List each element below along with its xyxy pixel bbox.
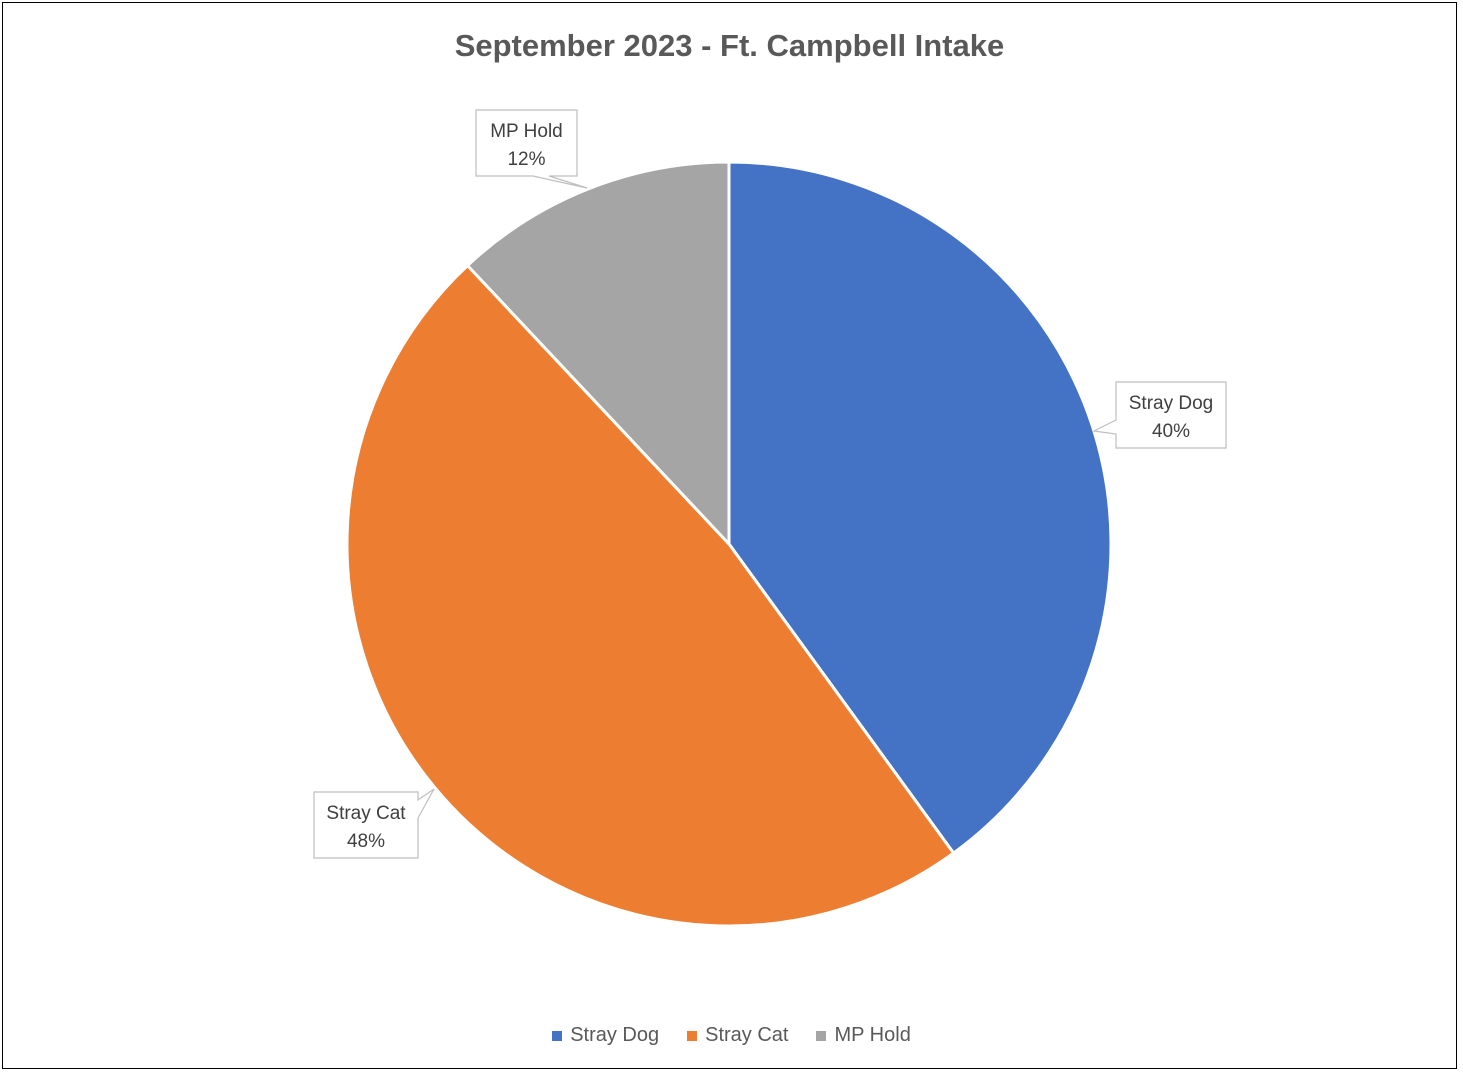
chart-legend: Stray Dog Stray Cat MP Hold [0,1024,1463,1047]
legend-item-mp-hold: MP Hold [816,1024,911,1047]
callout-percent: 40% [1152,421,1190,442]
legend-label: Stray Cat [705,1024,789,1046]
callout-category: Stray Dog [1129,393,1213,414]
legend-item-stray-dog: Stray Dog [552,1024,659,1047]
pie-slice-stray-dog [727,160,1113,855]
pie-slices [345,160,1113,928]
data-label-stray-dog: Stray Dog 40% [1091,381,1227,449]
callout-category: MP Hold [490,121,563,142]
callout-percent: 12% [507,149,545,170]
callout-box [475,109,588,189]
callout-box [313,788,435,859]
legend-label: MP Hold [834,1024,911,1046]
callout-box [1091,381,1227,449]
legend-label: Stray Dog [570,1024,660,1046]
pie-callouts: Stray Dog 40% Stray Cat 48% MP Hold 12% [313,109,1227,859]
data-label-stray-cat: Stray Cat 48% [313,788,435,859]
legend-item-stray-cat: Stray Cat [687,1024,788,1047]
pie-slice-stray-cat [345,264,956,928]
pie-slice-mp-hold [466,160,731,546]
legend-swatch [552,1030,563,1041]
callout-category: Stray Cat [326,803,406,824]
legend-swatch [687,1030,698,1041]
data-label-mp-hold: MP Hold 12% [475,109,588,189]
chart-title: September 2023 - Ft. Campbell Intake [454,28,1005,63]
callout-percent: 48% [347,831,385,852]
legend-swatch [816,1030,827,1041]
